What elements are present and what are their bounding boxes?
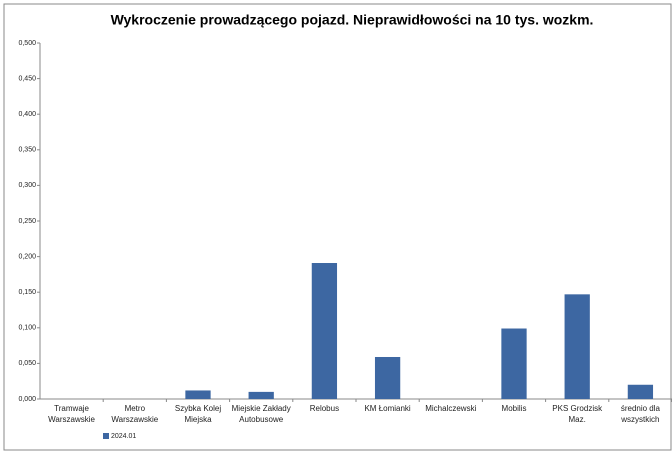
x-tick-label: Relobus (310, 404, 339, 413)
bar (248, 391, 274, 399)
chart-title: Wykroczenie prowadzącego pojazd. Niepraw… (111, 12, 594, 28)
x-tick-label: Michalczewski (425, 404, 476, 413)
x-tick-label: Szybka Kolej Miejska (175, 404, 221, 424)
y-tick-label: 0,300 (18, 182, 36, 189)
x-tick-label: Tramwaje Warszawskie (48, 404, 95, 424)
bar (627, 384, 654, 399)
x-tick-label: Miejskie Zakłady Autobusowe (232, 404, 291, 424)
y-tick-label: 0,400 (18, 111, 36, 118)
y-tick-label: 0,250 (18, 218, 36, 225)
x-tick-label: Metro Warszawskie (111, 404, 158, 424)
y-tick-label: 0,450 (18, 75, 36, 82)
y-tick-label: 0,500 (18, 40, 36, 47)
y-tick-label: 0,350 (18, 147, 36, 154)
bar (311, 263, 338, 399)
legend-swatch (103, 433, 109, 439)
y-tick-label: 0,150 (18, 289, 36, 296)
bar (374, 356, 401, 399)
x-tick-label: PKS Grodzisk Maz. (552, 404, 603, 424)
y-tick-label: 0,100 (18, 325, 36, 332)
x-tick-label: Mobilis (502, 404, 527, 413)
x-tick-label: KM Łomianki (364, 404, 410, 413)
legend-label: 2024.01 (111, 433, 136, 440)
chart-frame (3, 3, 672, 451)
bar (501, 328, 527, 399)
y-tick-label: 0,200 (18, 253, 36, 260)
bar (564, 294, 590, 399)
y-tick-label: 0,000 (18, 396, 36, 403)
x-tick-label: średnio dla wszystkich (620, 404, 660, 424)
bar (185, 390, 211, 399)
y-tick-label: 0,050 (18, 360, 36, 367)
